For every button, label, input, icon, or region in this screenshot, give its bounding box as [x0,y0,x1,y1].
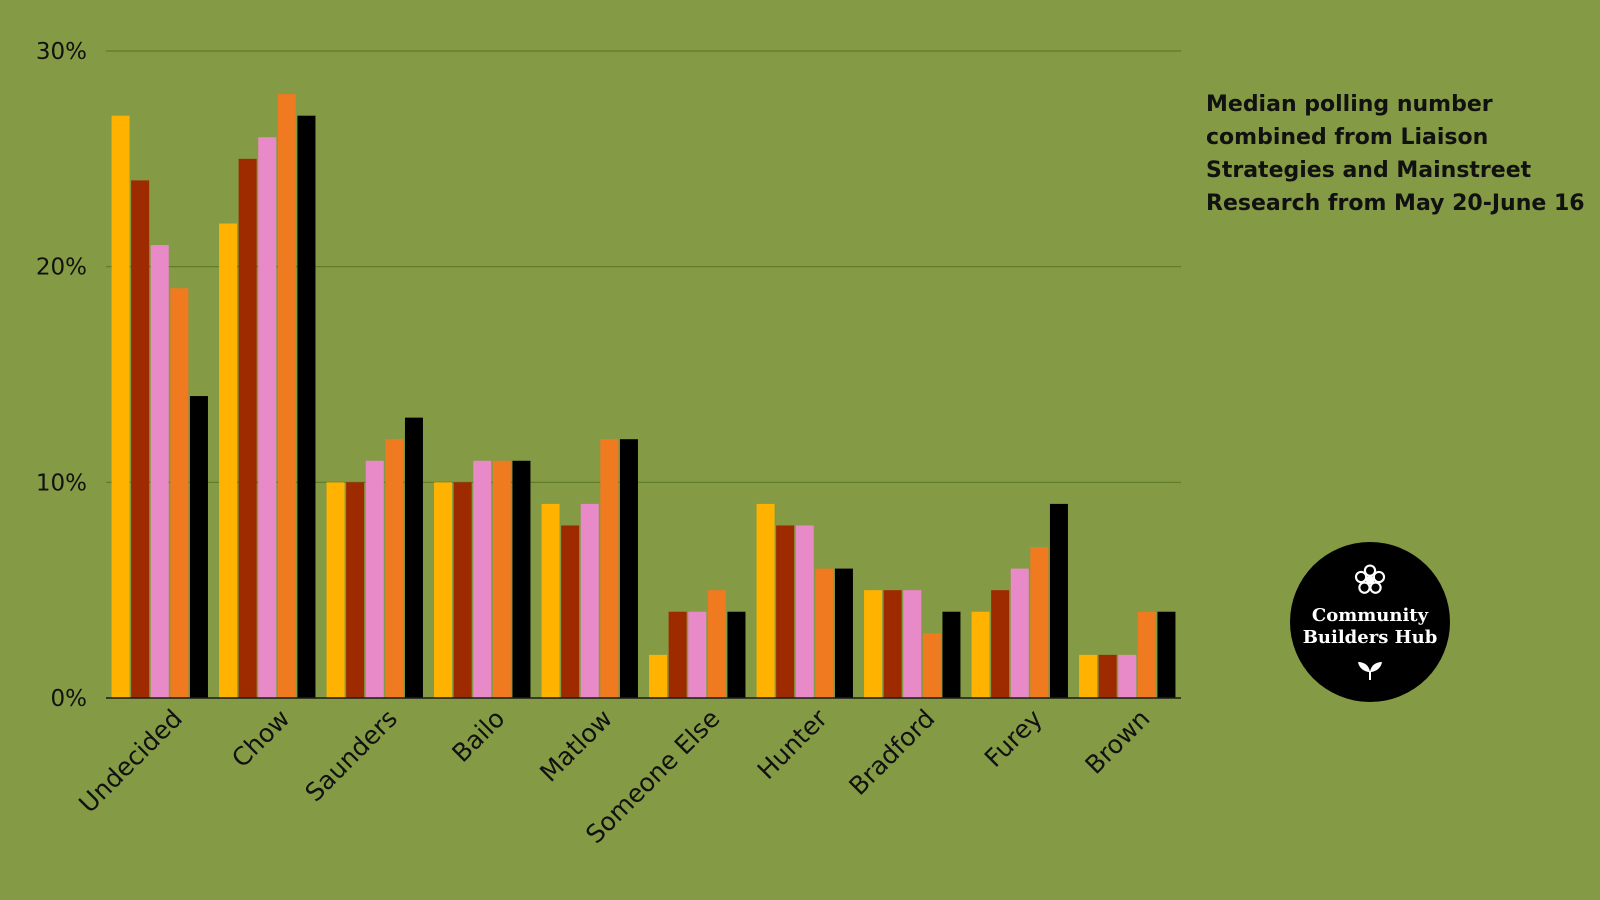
y-tick-label: 20% [36,255,87,281]
bar [727,611,746,698]
bar [1098,654,1117,698]
category-label: Matlow [534,704,618,788]
bar [756,503,775,698]
bar [864,590,883,698]
bar [326,482,345,698]
bar [297,115,316,698]
category-label: Undecided [73,704,188,819]
bar [131,180,150,698]
bar [365,460,384,698]
bar [1157,611,1176,698]
chart-note: Median polling number combined from Liai… [1206,92,1585,216]
bar [541,503,560,698]
sprout-icon [1358,662,1382,680]
bar [1049,503,1068,698]
bar [649,654,668,698]
category-label: Bailo [446,704,510,768]
bar [795,525,814,698]
category-label: Chow [226,704,295,773]
bar [991,590,1010,698]
bar [1079,654,1098,698]
bar [1137,611,1156,698]
bar [1030,547,1049,698]
bar [404,417,423,698]
bar [150,245,169,698]
category-label: Furey [979,704,1048,773]
bar [512,460,531,698]
bar [238,158,257,699]
bar [668,611,687,698]
y-tick-label: 30% [36,39,87,65]
bar [277,94,296,699]
bar [492,460,511,698]
bar [942,611,961,698]
y-tick-label: 0% [51,686,88,712]
bar-chart: 0% 10% 20% 30% Undecided Chow Saunders Bailo Mat… [36,39,1181,849]
bar [258,137,277,698]
bar [1118,654,1137,698]
bar [219,223,238,699]
category-label: Hunter [752,703,834,785]
bar [453,482,472,698]
bar [776,525,795,698]
category-label: Saunders [299,704,403,808]
category-label: Bradford [843,704,940,801]
bar [346,482,365,698]
bar [1010,568,1029,698]
logo-text: Community Builders Hub [1302,605,1438,648]
bar [473,460,492,698]
bar [688,611,707,698]
category-label: Brown [1080,704,1156,780]
bar [883,590,902,698]
bar [922,633,941,698]
bar [815,568,834,698]
community-builders-hub-logo: Community Builders Hub [1290,542,1450,702]
bar [580,503,599,698]
bar [600,439,619,698]
flower-icon [1354,564,1386,594]
bar [189,396,208,698]
bar [971,611,990,698]
bar [707,590,726,698]
bar [903,590,922,698]
bar [385,439,404,698]
bar [834,568,853,698]
y-tick-label: 10% [36,470,87,496]
bar [434,482,453,698]
bar [619,439,638,698]
bar [561,525,580,698]
bar [111,115,130,698]
bar [170,288,189,698]
